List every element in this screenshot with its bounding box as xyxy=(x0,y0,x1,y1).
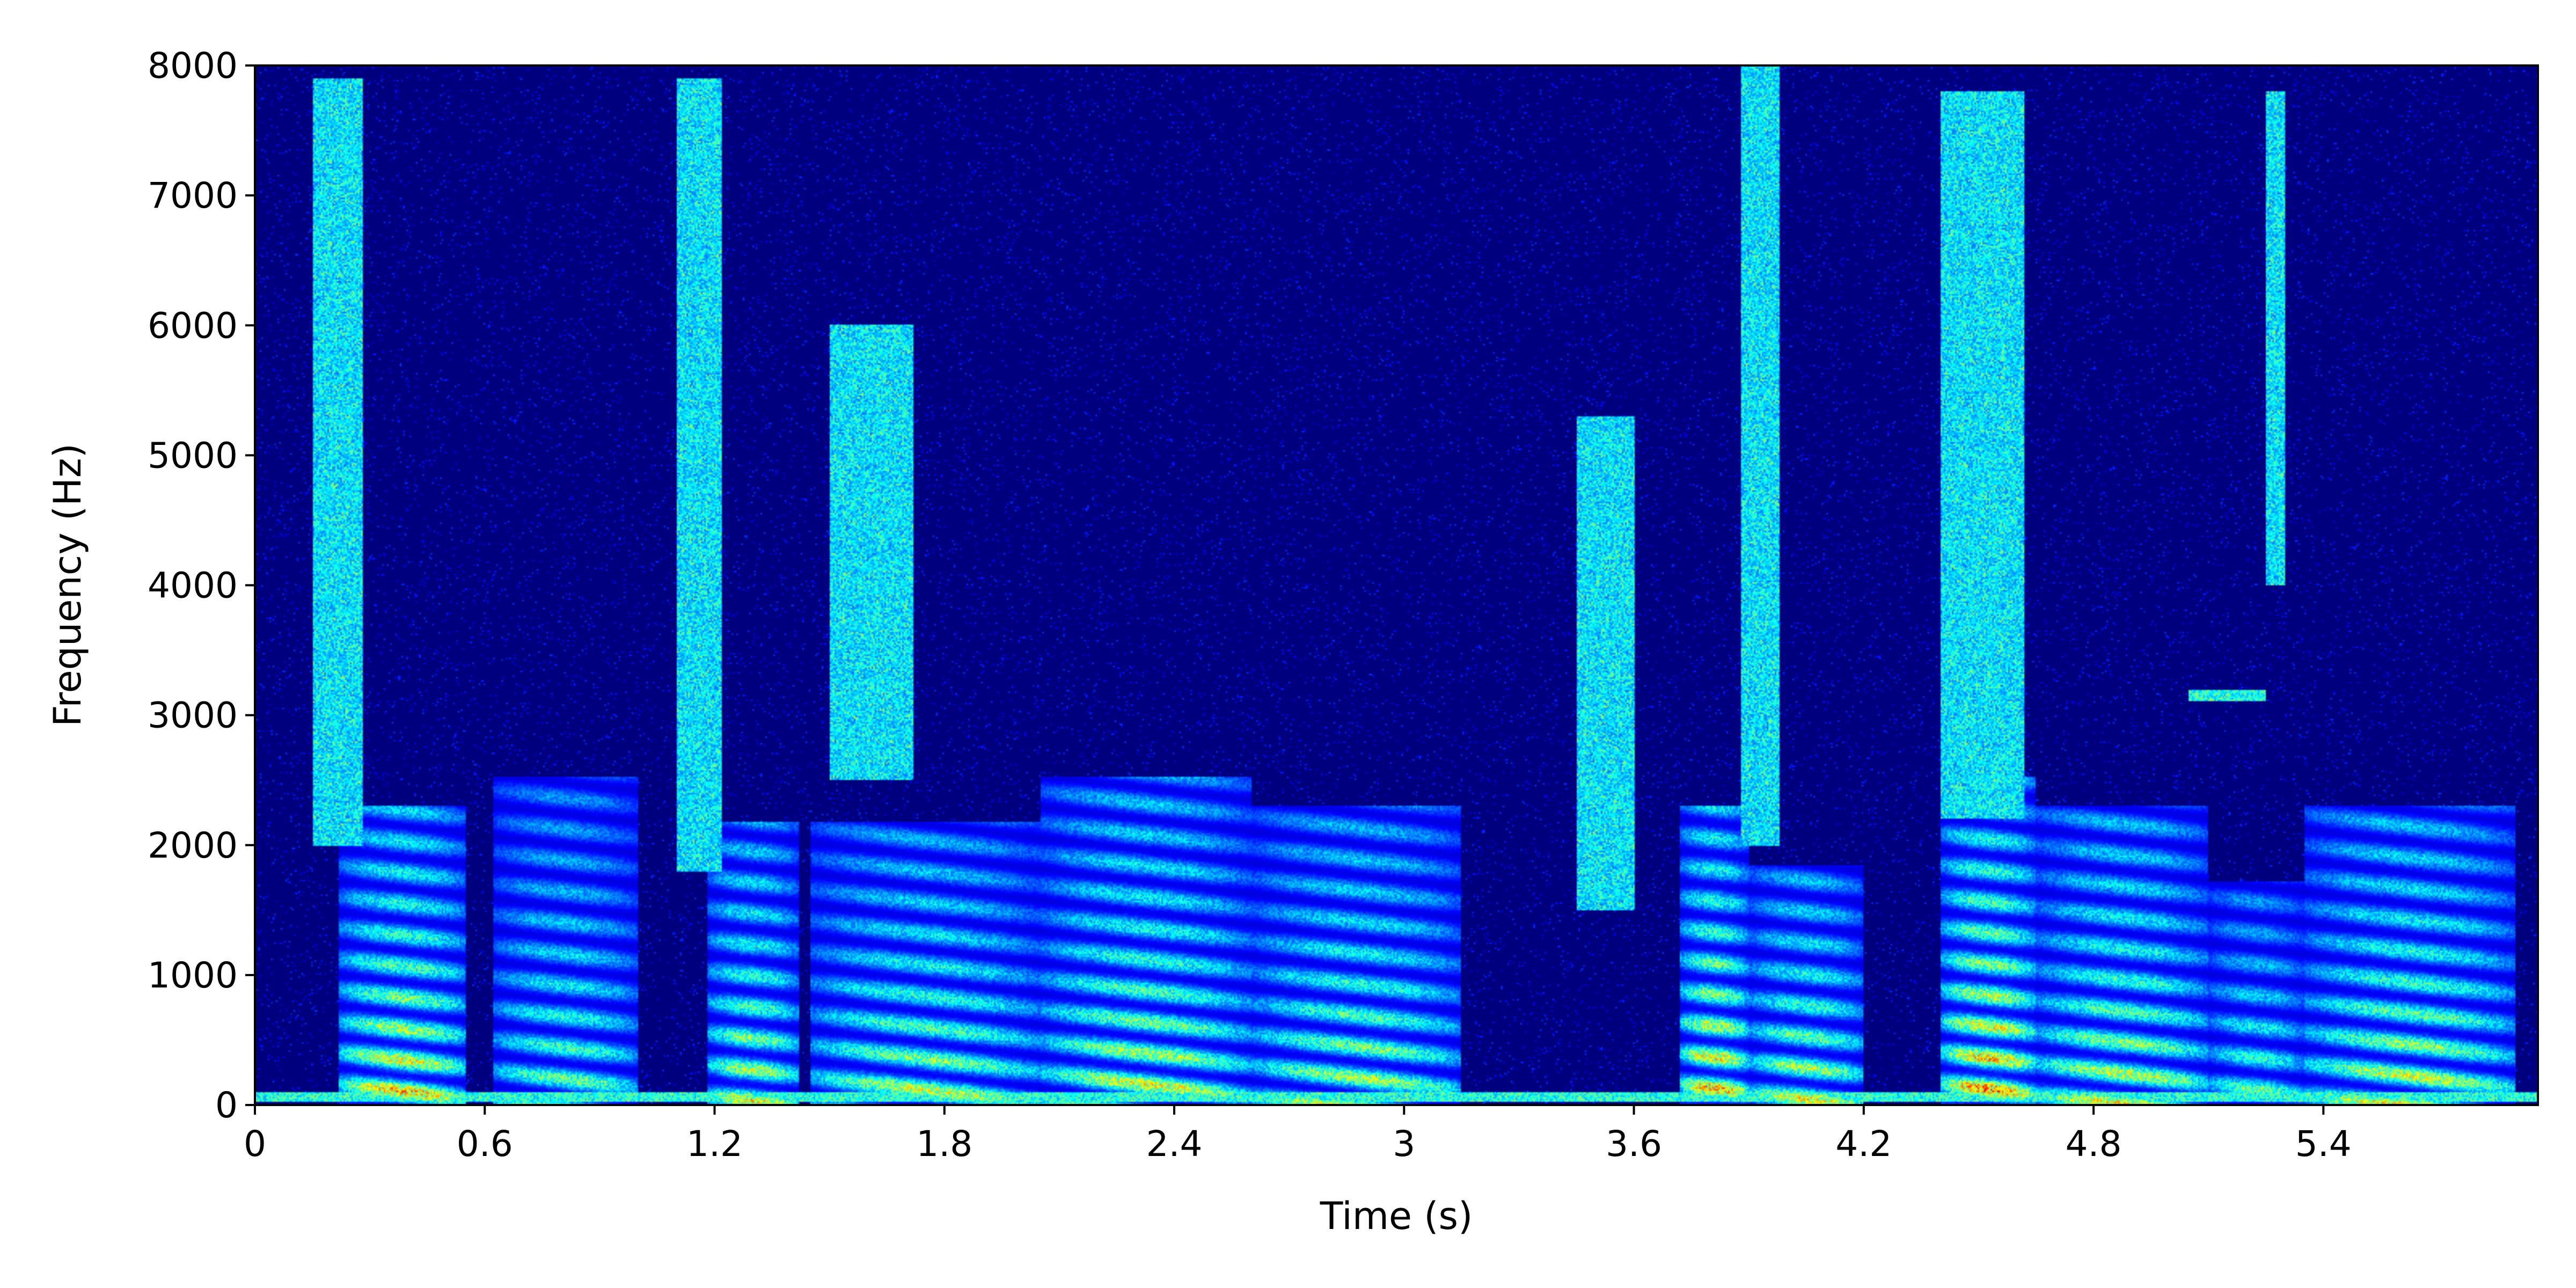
x-tick-label: 3.6 xyxy=(1606,1123,1662,1165)
x-tick-label: 1.2 xyxy=(686,1123,743,1165)
y-tick-label: 1000 xyxy=(148,955,238,996)
y-tick-label: 0 xyxy=(215,1085,238,1126)
x-tick-label: 3 xyxy=(1393,1123,1415,1165)
x-tick-label: 2.4 xyxy=(1146,1123,1203,1165)
x-tick-label: 4.2 xyxy=(1835,1123,1892,1165)
x-axis-label: Time (s) xyxy=(1320,1194,1473,1238)
y-tick-label: 8000 xyxy=(148,45,238,86)
y-tick-label: 5000 xyxy=(148,435,238,476)
x-tick-label: 1.8 xyxy=(916,1123,972,1165)
spectrogram-heatmap xyxy=(255,65,2538,1105)
y-tick-label: 2000 xyxy=(148,825,238,866)
plot-area xyxy=(254,64,2539,1106)
y-tick-label: 6000 xyxy=(148,305,238,346)
x-tick-label: 0 xyxy=(244,1123,266,1165)
x-tick-label: 0.6 xyxy=(457,1123,513,1165)
x-tick-label: 5.4 xyxy=(2295,1123,2352,1165)
y-tick-label: 3000 xyxy=(148,695,238,736)
x-tick-label: 4.8 xyxy=(2066,1123,2122,1165)
y-axis-ticks: 0 1000 2000 3000 4000 5000 6000 7000 8000 xyxy=(148,45,255,1126)
y-tick-label: 4000 xyxy=(148,565,238,606)
x-axis-ticks: 0 0.6 1.2 1.8 2.4 3 3.6 4.2 4.8 5.4 xyxy=(244,1105,2352,1165)
y-axis-label: Frequency (Hz) xyxy=(46,443,90,727)
y-tick-label: 7000 xyxy=(148,175,238,216)
